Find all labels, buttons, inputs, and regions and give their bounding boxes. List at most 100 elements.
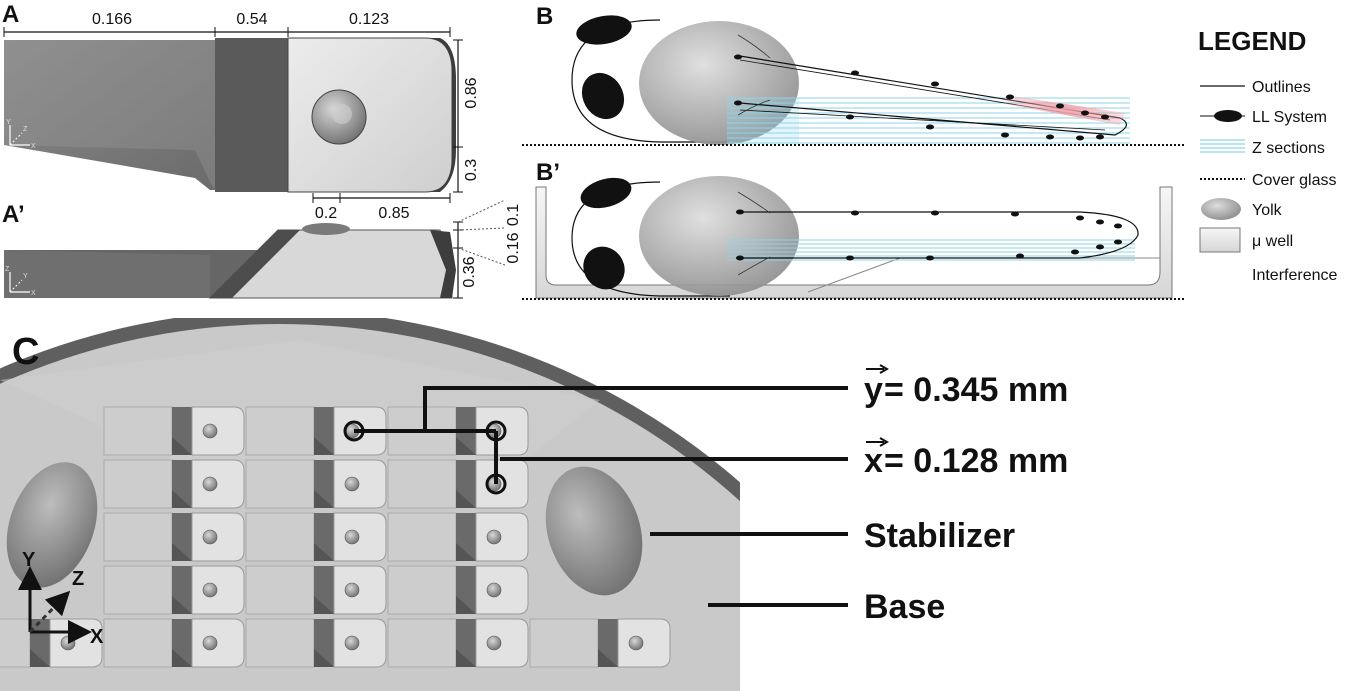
- stabilizer-left: [6, 462, 98, 588]
- axis-indicator-a: Y Z X: [6, 119, 36, 150]
- dim-bottom-1: 0.2: [315, 205, 337, 222]
- dim-ap-1: 0.1: [505, 204, 522, 226]
- micro-well: [103, 565, 245, 615]
- micro-well-b-prime: [535, 186, 1173, 299]
- legend-ll-system: LL System: [1252, 109, 1327, 126]
- dim-top-2: 0.54: [236, 11, 267, 28]
- marker-c: [485, 473, 507, 495]
- dim-right-1: 0.86: [463, 77, 480, 108]
- micro-well: [245, 512, 387, 562]
- micro-well: [387, 618, 529, 668]
- interference-b: [1005, 95, 1125, 125]
- axis-a-y: Y: [6, 119, 11, 126]
- legend-mu-well: μ well: [1252, 233, 1293, 250]
- legend-title: LEGEND: [1198, 26, 1306, 56]
- legend: LEGEND Outlines LL System Z sections Cov…: [1196, 26, 1337, 284]
- well-sphere: [628, 635, 644, 651]
- well-sphere: [344, 529, 360, 545]
- dim-right-2: 0.3: [463, 159, 480, 181]
- block-taper-face: [4, 40, 215, 190]
- eye-top-bp: [580, 177, 632, 209]
- dim-ap-3: 0.36: [461, 256, 478, 287]
- body-outline-bp: [740, 211, 1139, 259]
- well-sphere: [202, 529, 218, 545]
- legend-swatch-z: [1200, 139, 1245, 153]
- label-base: Base: [864, 588, 945, 626]
- axis-a-z: Z: [23, 126, 28, 133]
- axis-c-y: Y: [22, 549, 36, 571]
- vector-y-label: y = 0.345 mm: [864, 364, 1068, 409]
- well-sphere: [344, 476, 360, 492]
- micro-well: [245, 459, 387, 509]
- well-sphere: [344, 582, 360, 598]
- well-sphere: [202, 582, 218, 598]
- y-vector-symbol: y: [864, 371, 883, 409]
- well-sphere: [486, 635, 502, 651]
- axis-ap-z: Z: [5, 266, 10, 273]
- yolk-b: [639, 21, 799, 145]
- panel-b-prime-letter: B’: [536, 159, 560, 186]
- micro-well: [103, 406, 245, 456]
- micro-well: [103, 459, 245, 509]
- micro-well: [0, 618, 103, 668]
- well-sphere: [202, 476, 218, 492]
- axis-a-x: X: [31, 143, 36, 150]
- legend-z-sections: Z sections: [1252, 140, 1325, 157]
- dim-bottom-2: 0.85: [378, 205, 409, 222]
- marker-b: [485, 420, 507, 442]
- well-sphere: [486, 582, 502, 598]
- panel-b-prime: B’: [522, 159, 1185, 300]
- panel-c-letter: C: [12, 331, 39, 373]
- well-sphere: [202, 635, 218, 651]
- yolk-bp: [639, 176, 799, 296]
- panel-a-prime-letter: A’: [2, 201, 25, 228]
- spacing-markers: [343, 386, 848, 607]
- eye-top-b: [576, 15, 632, 45]
- legend-swatch-ll: [1214, 110, 1242, 122]
- x-vector-value: = 0.128 mm: [884, 442, 1068, 480]
- eye-bottom-bp: [583, 246, 625, 290]
- axis-ap-x: X: [31, 290, 36, 297]
- axis-c-z: Z: [72, 568, 84, 590]
- well-sphere: [486, 529, 502, 545]
- legend-interference: Interference: [1252, 267, 1337, 284]
- micro-well: [245, 406, 387, 456]
- legend-outlines: Outlines: [1252, 79, 1311, 96]
- axis-indicator-a-prime: Z Y X: [5, 266, 36, 297]
- y-vector-value: = 0.345 mm: [884, 371, 1068, 409]
- legend-cover-glass: Cover glass: [1252, 172, 1336, 189]
- stabilizer-right: [545, 466, 643, 596]
- panel-b: B: [522, 3, 1185, 146]
- legend-yolk: Yolk: [1252, 202, 1283, 219]
- legend-swatch-well: [1199, 227, 1241, 253]
- well-sphere: [202, 423, 218, 439]
- label-stabilizer: Stabilizer: [864, 517, 1015, 555]
- micro-well: [245, 565, 387, 615]
- axis-c-x: X: [90, 626, 104, 648]
- micro-well: [387, 459, 529, 509]
- micro-well: [103, 618, 245, 668]
- x-vector-symbol: x: [864, 442, 883, 480]
- marker-a: [343, 420, 365, 442]
- micro-well: [103, 512, 245, 562]
- axis-ap-y: Y: [23, 273, 28, 280]
- dim-top-1: 0.166: [92, 11, 132, 28]
- well-sphere: [344, 635, 360, 651]
- panel-a-letter: A: [2, 1, 19, 28]
- block-step-face: [215, 38, 288, 192]
- panel-a-prime: A’ Z Y X 0.36 0.1 0.16: [2, 199, 522, 299]
- dim-top-3: 0.123: [349, 11, 389, 28]
- micro-well: [387, 512, 529, 562]
- side-sphere-cap: [302, 223, 350, 235]
- legend-swatch-yolk: [1201, 198, 1241, 220]
- well-sphere: [60, 635, 76, 651]
- ll-dots-b: [734, 54, 1109, 141]
- micro-well: [387, 565, 529, 615]
- micro-well: [245, 618, 387, 668]
- eye-bottom-b: [581, 72, 625, 120]
- vector-x-label: x = 0.128 mm: [864, 437, 1068, 480]
- ll-dots-bp: [736, 209, 1122, 261]
- panel-c: C Y Z X y = 0.345 mm: [0, 318, 1068, 691]
- dim-ap-2: 0.16: [505, 232, 522, 263]
- axis-indicator-c: Y Z X: [18, 549, 104, 648]
